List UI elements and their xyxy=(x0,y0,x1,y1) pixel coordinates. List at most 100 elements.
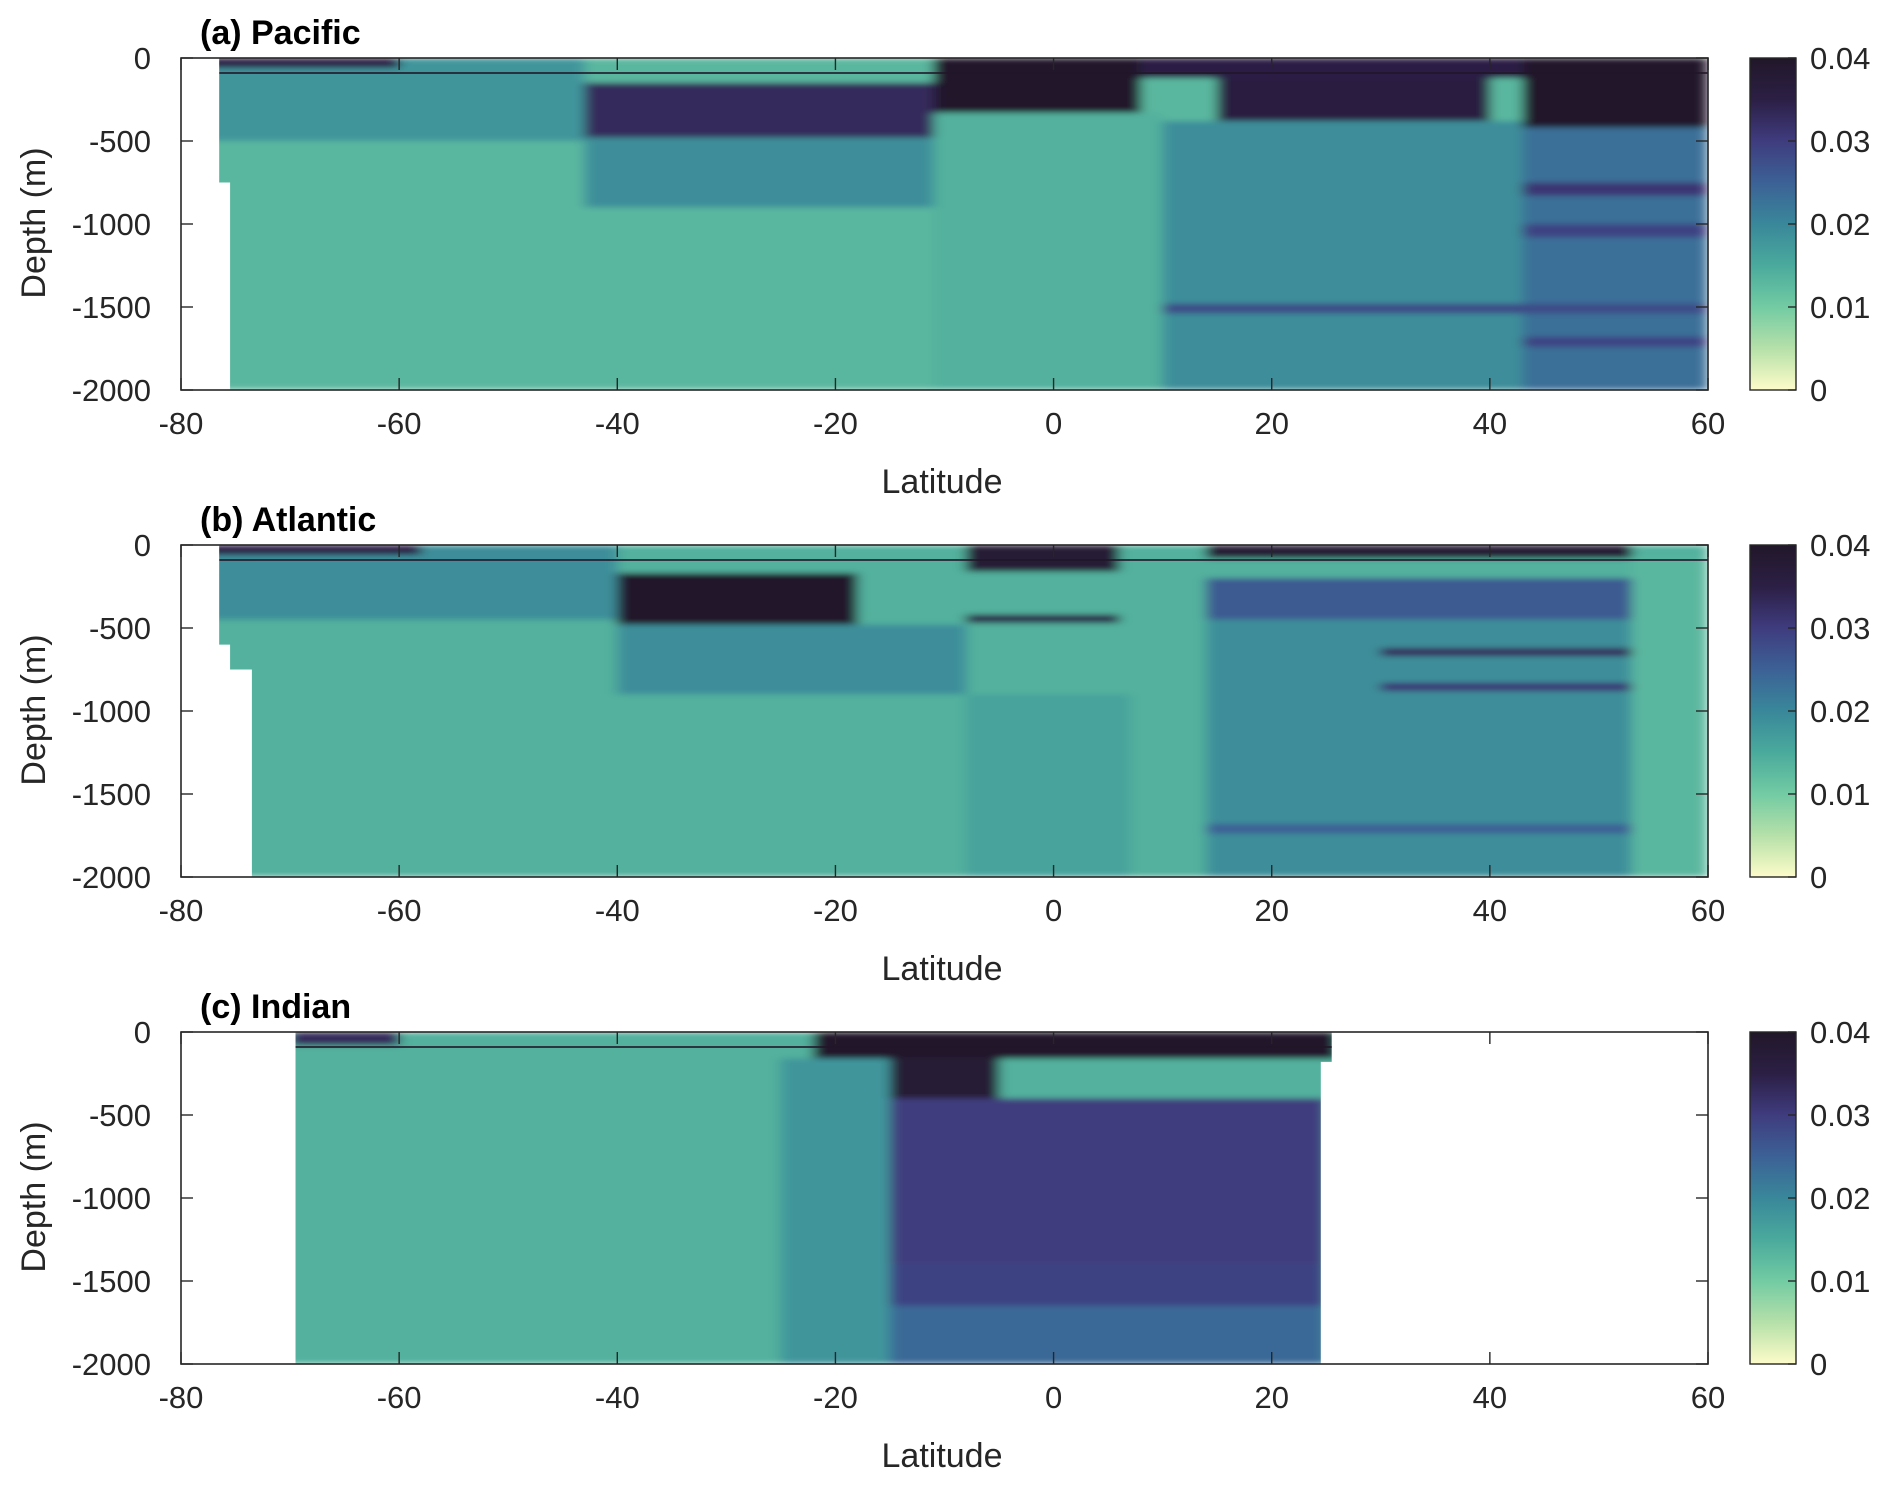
y-tick-label: -1500 xyxy=(72,1264,151,1299)
y-tick-label: -1000 xyxy=(72,1181,151,1216)
y-tick-label: 0 xyxy=(134,41,151,76)
colorbar-tick-label: 0 xyxy=(1810,860,1827,895)
axes: -80 -60 -40 -20 0 20 40 60 0 -500 -1000 -1500 -2000 xyxy=(72,528,1726,928)
y-tick-label: 0 xyxy=(134,1015,151,1050)
y-tick-label: -1000 xyxy=(72,207,151,242)
panel-title: (b) Atlantic xyxy=(200,501,376,539)
x-tick-label: -60 xyxy=(377,1380,422,1415)
colorbar-tick-label: 0.03 xyxy=(1810,611,1870,646)
heatmap-cell xyxy=(780,1058,890,1364)
x-tick-label: -80 xyxy=(159,893,204,928)
y-tick-label: -1500 xyxy=(72,290,151,325)
y-tick-label: -500 xyxy=(89,611,151,646)
x-tick-label: -40 xyxy=(595,1380,640,1415)
panel-atlantic: (b) Atlantic -80 -60 -40 -20 0 20 40 60 0 -500 -10… xyxy=(15,501,1870,988)
y-tick-label: -1000 xyxy=(72,694,151,729)
heatmap-cell xyxy=(966,694,1130,877)
axes: -80 -60 -40 -20 0 20 40 60 0 -500 -1000 -1500 -2000 xyxy=(72,1015,1726,1415)
heatmap-area xyxy=(219,58,1708,390)
x-tick-label: -40 xyxy=(595,893,640,928)
colorbar-tick-label: 0 xyxy=(1810,373,1827,408)
y-axis-label: Depth (m) xyxy=(15,147,53,298)
x-axis-label: Latitude xyxy=(882,950,1003,988)
heatmap-cell xyxy=(1522,182,1708,196)
y-tick-label: 0 xyxy=(134,528,151,563)
x-tick-label: -60 xyxy=(377,893,422,928)
colorbar-tick-label: 0.04 xyxy=(1810,41,1870,76)
x-tick-label: 20 xyxy=(1254,406,1288,441)
heatmap-cell xyxy=(1206,578,1632,620)
panel-title: (a) Pacific xyxy=(200,14,361,52)
colorbar-tick-label: 0.02 xyxy=(1810,694,1870,729)
colorbar: 0 0.01 0.02 0.03 0.04 xyxy=(1749,41,1870,408)
x-tick-label: 20 xyxy=(1254,893,1288,928)
x-tick-label: -20 xyxy=(813,893,858,928)
heatmap-cell xyxy=(1206,619,1632,877)
heatmap-cell xyxy=(617,624,967,695)
x-tick-label: 40 xyxy=(1473,406,1507,441)
x-tick-label: -80 xyxy=(159,406,204,441)
y-tick-label: -1500 xyxy=(72,777,151,812)
y-tick-label: -500 xyxy=(89,1098,151,1133)
colorbar-tick-label: 0.03 xyxy=(1810,1098,1870,1133)
heatmap-cell xyxy=(1380,647,1632,657)
heatmap-cell xyxy=(219,545,421,555)
x-tick-label: 60 xyxy=(1691,1380,1725,1415)
colorbar-tick-label: 0.04 xyxy=(1810,1015,1870,1050)
heatmap-cell xyxy=(584,137,934,208)
heatmap-cell xyxy=(813,1032,1332,1059)
heatmap-area xyxy=(295,1032,1332,1364)
heatmap-cell xyxy=(889,1098,1327,1265)
heatmap-cell xyxy=(889,1305,1327,1364)
colorbar: 0 0.01 0.02 0.03 0.04 xyxy=(1749,528,1870,895)
x-axis-label: Latitude xyxy=(882,463,1003,501)
heatmap-cell xyxy=(1140,58,1523,78)
colorbar-tick-label: 0.02 xyxy=(1810,207,1870,242)
x-tick-label: 40 xyxy=(1473,893,1507,928)
heatmap-cell xyxy=(933,112,1163,390)
heatmap-cell xyxy=(966,614,1120,624)
colorbar-tick-label: 0.01 xyxy=(1810,290,1870,325)
x-tick-label: 0 xyxy=(1045,1380,1062,1415)
y-tick-label: -2000 xyxy=(72,1347,151,1382)
x-tick-label: -80 xyxy=(159,1380,204,1415)
colorbar-tick-label: 0.04 xyxy=(1810,528,1870,563)
x-tick-label: -40 xyxy=(595,406,640,441)
heatmap-clip xyxy=(219,58,1708,390)
heatmap-cell xyxy=(1162,121,1523,390)
heatmap-area xyxy=(219,545,1708,877)
heatmap-cell xyxy=(1522,127,1708,390)
heatmap-cells xyxy=(295,1032,1332,1364)
heatmap-clip xyxy=(295,1032,1332,1364)
heatmap-cell xyxy=(966,545,1120,572)
x-tick-label: 60 xyxy=(1691,406,1725,441)
heatmap-cell xyxy=(1522,58,1708,128)
x-tick-label: 60 xyxy=(1691,893,1725,928)
heatmap-cells xyxy=(219,58,1708,390)
heatmap-cell xyxy=(219,545,618,620)
heatmap-cell xyxy=(584,82,934,138)
x-tick-label: -60 xyxy=(377,406,422,441)
heatmap-cell xyxy=(1380,682,1632,692)
heatmap-cell xyxy=(219,58,585,141)
heatmap-cell xyxy=(1522,224,1708,238)
x-tick-label: 20 xyxy=(1254,1380,1288,1415)
heatmap-cell xyxy=(1217,77,1490,122)
y-tick-label: -2000 xyxy=(72,860,151,895)
heatmap-cell xyxy=(617,573,858,625)
axes: -80 -60 -40 -20 0 20 40 60 0 -500 -1000 -1500 -2000 xyxy=(72,41,1726,441)
colorbar-tick-label: 0.03 xyxy=(1810,124,1870,159)
colorbar-tick-label: 0 xyxy=(1810,1347,1827,1382)
heatmap-cell xyxy=(933,58,1141,113)
heatmap-cell xyxy=(1522,336,1708,347)
heatmap-cell xyxy=(219,58,400,68)
heatmap-cell xyxy=(889,1264,1327,1306)
heatmap-cells xyxy=(219,545,1708,877)
y-axis-label: Depth (m) xyxy=(15,634,53,785)
y-tick-label: -2000 xyxy=(72,373,151,408)
colorbar: 0 0.01 0.02 0.03 0.04 xyxy=(1749,1015,1870,1382)
x-tick-label: 0 xyxy=(1045,893,1062,928)
heatmap-cell xyxy=(1206,823,1632,834)
colorbar-tick-label: 0.02 xyxy=(1810,1181,1870,1216)
